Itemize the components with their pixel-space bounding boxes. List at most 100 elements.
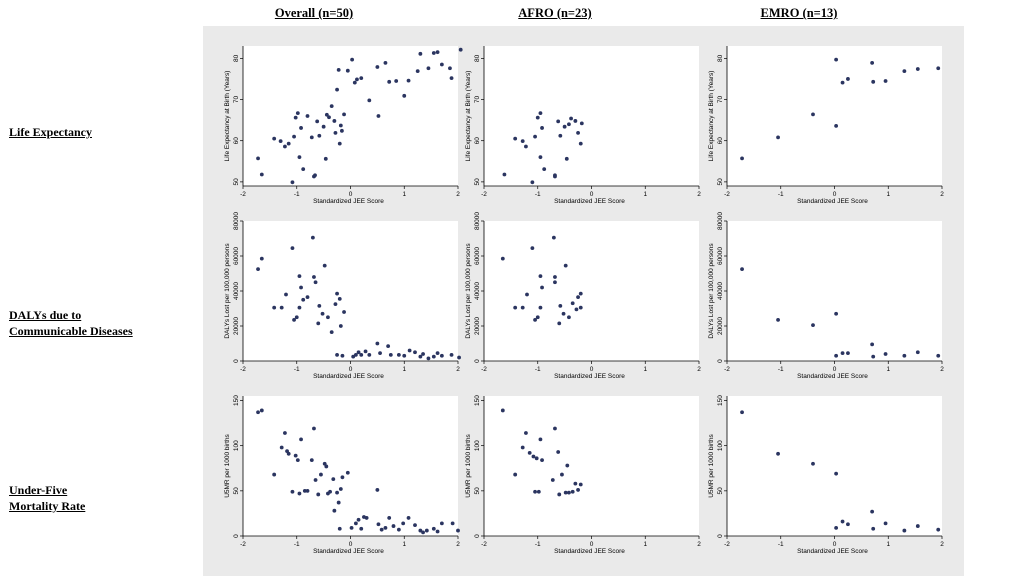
x-axis-title: Standardized JEE Score xyxy=(554,198,625,205)
scatter-point xyxy=(324,112,329,117)
y-tick-label: 80 xyxy=(233,54,240,62)
scatter-point xyxy=(322,263,327,268)
scatter-point xyxy=(561,311,566,316)
scatter-point xyxy=(573,119,578,123)
y-tick-label: 0 xyxy=(233,534,240,538)
scatter-point xyxy=(421,530,425,535)
y-tick-label: 20000 xyxy=(474,317,481,335)
plot-area xyxy=(484,221,699,361)
scatter-point xyxy=(401,521,406,526)
scatter-point xyxy=(540,458,544,463)
row-label-life-expectancy: Life Expectancy xyxy=(9,124,92,140)
x-tick-label: -2 xyxy=(724,541,730,548)
scatter-point xyxy=(533,317,537,322)
y-tick-label: 100 xyxy=(474,440,481,451)
scatter-point xyxy=(458,47,463,52)
scatter-point xyxy=(576,130,580,135)
scatter-point xyxy=(553,280,557,285)
x-tick-label: 0 xyxy=(349,366,353,373)
x-tick-label: -1 xyxy=(535,191,541,198)
scatter-point xyxy=(367,98,372,103)
scatter-point xyxy=(740,410,744,415)
x-tick-label: 2 xyxy=(697,541,701,548)
scatter-point xyxy=(259,172,264,177)
y-axis-title: U5MR per 1000 births xyxy=(465,433,472,497)
scatter-point xyxy=(333,302,338,307)
scatter-point xyxy=(456,528,460,533)
scatter-point xyxy=(295,111,300,116)
scatter-point xyxy=(312,426,316,431)
scatter-point xyxy=(383,60,388,65)
scatter-point xyxy=(431,51,436,55)
x-tick-label: 2 xyxy=(940,191,944,198)
scatter-point xyxy=(272,136,277,141)
scatter-point xyxy=(525,292,529,297)
scatter-point xyxy=(338,487,343,491)
scatter-plot-1-3: -2 -1 0 1 2 50 60 70 80 Standardized JEE Score Lif… xyxy=(708,46,944,205)
scatter-point xyxy=(259,408,264,413)
scatter-point xyxy=(292,317,296,322)
scatter-point xyxy=(520,305,525,310)
scatter-point xyxy=(439,521,444,526)
scatter-point xyxy=(391,524,396,528)
scatter-point xyxy=(550,478,555,482)
scatter-point xyxy=(542,167,547,172)
scatter-point xyxy=(558,303,563,308)
scatter-point xyxy=(319,472,323,477)
y-tick-label: 40000 xyxy=(474,282,481,300)
scatter-point xyxy=(457,355,461,360)
scatter-point xyxy=(556,450,561,454)
plot-area xyxy=(243,221,458,361)
y-tick-label: 80000 xyxy=(233,212,240,230)
scatter-point xyxy=(332,119,337,123)
scatter-point xyxy=(551,235,556,240)
x-tick-label: 0 xyxy=(349,191,353,198)
scatter-point xyxy=(439,62,444,67)
x-axis-title: Standardized JEE Score xyxy=(313,198,384,205)
scatter-point xyxy=(418,51,423,56)
scatter-point xyxy=(527,451,532,455)
scatter-point xyxy=(329,330,334,335)
scatter-point xyxy=(335,87,339,92)
row-label-line: Life Expectancy xyxy=(9,125,92,139)
scatter-point xyxy=(350,57,355,62)
scatter-point xyxy=(345,68,350,73)
scatter-point xyxy=(834,471,839,476)
scatter-point xyxy=(337,141,342,146)
x-tick-label: 1 xyxy=(402,541,406,548)
scatter-point xyxy=(538,155,543,160)
scatter-point xyxy=(359,76,364,81)
scatter-point xyxy=(278,139,283,144)
scatter-point xyxy=(406,516,411,520)
x-tick-label: -2 xyxy=(240,366,246,373)
scatter-point xyxy=(557,492,562,497)
scatter-point xyxy=(834,57,839,62)
scatter-point xyxy=(279,305,284,310)
scatter-point xyxy=(313,173,317,178)
scatter-point xyxy=(305,114,310,118)
scatter-point xyxy=(256,410,260,415)
scatter-point xyxy=(331,477,336,481)
scatter-point xyxy=(540,285,544,290)
scatter-point xyxy=(316,321,321,326)
scatter-point xyxy=(553,173,557,178)
column-title-emro: EMRO (n=13) xyxy=(760,6,838,20)
scatter-point xyxy=(576,295,580,300)
scatter-point xyxy=(396,352,401,357)
scatter-point xyxy=(811,112,815,117)
y-tick-label: 0 xyxy=(233,359,240,363)
scatter-plot-2-2: -2 -1 0 1 2 0 20000 40000 60000 80000 Standardized… xyxy=(465,212,701,380)
x-tick-label: -2 xyxy=(240,541,246,548)
y-tick-label: 60000 xyxy=(474,247,481,265)
scatter-point xyxy=(578,482,583,487)
scatter-point xyxy=(336,67,341,72)
x-tick-label: -1 xyxy=(778,366,784,373)
x-tick-label: -1 xyxy=(294,191,300,198)
scatter-point xyxy=(402,93,407,98)
scatter-point xyxy=(321,124,326,129)
scatter-point xyxy=(435,50,440,55)
scatter-point xyxy=(349,525,354,530)
scatter-point xyxy=(309,135,314,140)
scatter-point xyxy=(272,305,277,310)
scatter-point xyxy=(553,275,557,279)
